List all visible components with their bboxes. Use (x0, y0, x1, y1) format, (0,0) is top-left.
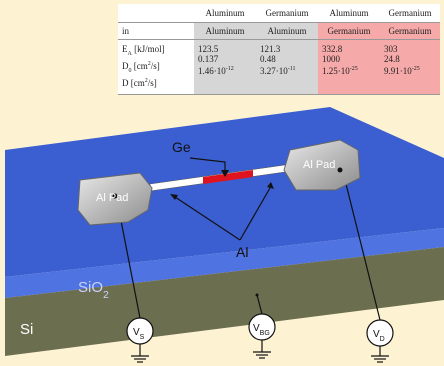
left-pad (77, 172, 153, 226)
text-part: 2 (144, 77, 148, 84)
row-label: in (118, 22, 194, 40)
text-part: 303 (384, 44, 398, 54)
blank-cell (118, 4, 194, 23)
label-line: D0 [cm2/s] (122, 59, 190, 76)
value-line: 24.8 (384, 54, 436, 64)
column-subheader: Aluminum (256, 22, 318, 40)
value-line: 123.5 (198, 44, 252, 54)
header-row: Aluminum Germanium Aluminum Germanium (118, 4, 440, 23)
text-part: V (373, 329, 380, 340)
column-header: Germanium (380, 4, 440, 23)
value-line: 3.27·10-11 (260, 64, 314, 76)
label-line: D [cm2/s] (122, 76, 190, 88)
oxide-label: SiO2 (78, 279, 109, 301)
text-part: /s] (150, 60, 160, 71)
value-line: 121.3 (260, 44, 314, 54)
value-line: 303 (384, 44, 436, 54)
text-part: -11 (287, 66, 296, 72)
text-part: 9.91·10 (384, 66, 412, 76)
source-label: VBG (253, 323, 270, 337)
value-line: 1.25·10-25 (322, 64, 376, 76)
text-part: 1.25·10 (322, 66, 350, 76)
text-part: 1.46·10 (198, 66, 226, 76)
pad-label: Al Pad (303, 159, 335, 171)
contact-dot (255, 293, 259, 297)
value-cell: 303 24.8 9.91·10-25 (380, 39, 440, 95)
text-part: 1000 (322, 54, 340, 64)
text-part: -25 (349, 66, 358, 72)
source-label: VS (133, 327, 145, 341)
text-part: E (122, 44, 128, 54)
column-subheader: Germanium (318, 22, 380, 40)
text-part: /s] (147, 77, 157, 88)
sources (126, 313, 394, 347)
text-part: 0 (128, 67, 132, 74)
pad-label: Al Pad (96, 192, 128, 204)
text-part: SiO (78, 279, 103, 296)
text-part: A (127, 50, 132, 57)
column-subheader: Aluminum (194, 22, 256, 40)
row-label: EA [kJ/mol] D0 [cm2/s] D [cm2/s] (118, 39, 194, 95)
value-cell: 332.8 1000 1.25·10-25 (318, 39, 380, 95)
contact-dot (337, 167, 343, 173)
ge-segment (203, 170, 253, 184)
value-line: 0.137 (198, 54, 252, 64)
text-part: 2 (147, 60, 151, 67)
label-line: EA [kJ/mol] (122, 44, 190, 59)
value-cell: 123.5 0.137 1.46·10-12 (194, 39, 256, 95)
text-part: 332.8 (322, 44, 343, 54)
contact-dot (112, 193, 118, 199)
subheader-row: in Aluminum Aluminum Germanium Germanium (118, 22, 440, 40)
text-part: D (380, 336, 385, 343)
column-header: Germanium (256, 4, 318, 23)
text-part: 0.137 (198, 54, 219, 64)
text-part: S (140, 334, 145, 341)
value-line: 9.91·10-25 (384, 64, 436, 76)
right-pad (283, 139, 361, 191)
ge-label: Ge (172, 139, 191, 155)
text-part: D (122, 60, 129, 71)
substrate-front (5, 247, 444, 356)
text-part: V (133, 327, 140, 338)
wires (114, 159, 389, 363)
source-label: VD (373, 329, 385, 343)
data-row: EA [kJ/mol] D0 [cm2/s] D [cm2/s] 123.5 0.137… (118, 39, 440, 95)
column-header: Aluminum (318, 4, 380, 23)
column-subheader: Germanium (380, 22, 440, 40)
column-header: Aluminum (194, 4, 256, 23)
parameter-table: Aluminum Germanium Aluminum Germanium in Alu… (118, 4, 440, 95)
text-part: 3.27·10 (260, 66, 288, 76)
value-line: 332.8 (322, 44, 376, 54)
text-part: D [cm (122, 77, 145, 88)
arrowheads (170, 170, 274, 200)
text-part: 2 (103, 289, 109, 301)
value-line: 0.48 (260, 54, 314, 64)
text-part: 123.5 (198, 44, 219, 54)
text-part: [cm (131, 60, 148, 71)
value-line: 1000 (322, 54, 376, 64)
text-part: 24.8 (384, 54, 400, 64)
value-cell: 121.3 0.48 3.27·10-11 (256, 39, 318, 95)
text-part: 0.48 (260, 54, 276, 64)
text-part: -12 (225, 66, 234, 72)
value-line: 1.46·10-12 (198, 64, 252, 76)
text-part: -25 (411, 66, 420, 72)
text-part: BG (260, 330, 270, 337)
oxide-front (5, 228, 444, 298)
text-part: [kJ/mol] (131, 44, 165, 54)
substrate-label: Si (20, 321, 33, 338)
text-part: 121.3 (260, 44, 281, 54)
al-label: Al (236, 244, 248, 260)
text-part: V (253, 323, 260, 334)
